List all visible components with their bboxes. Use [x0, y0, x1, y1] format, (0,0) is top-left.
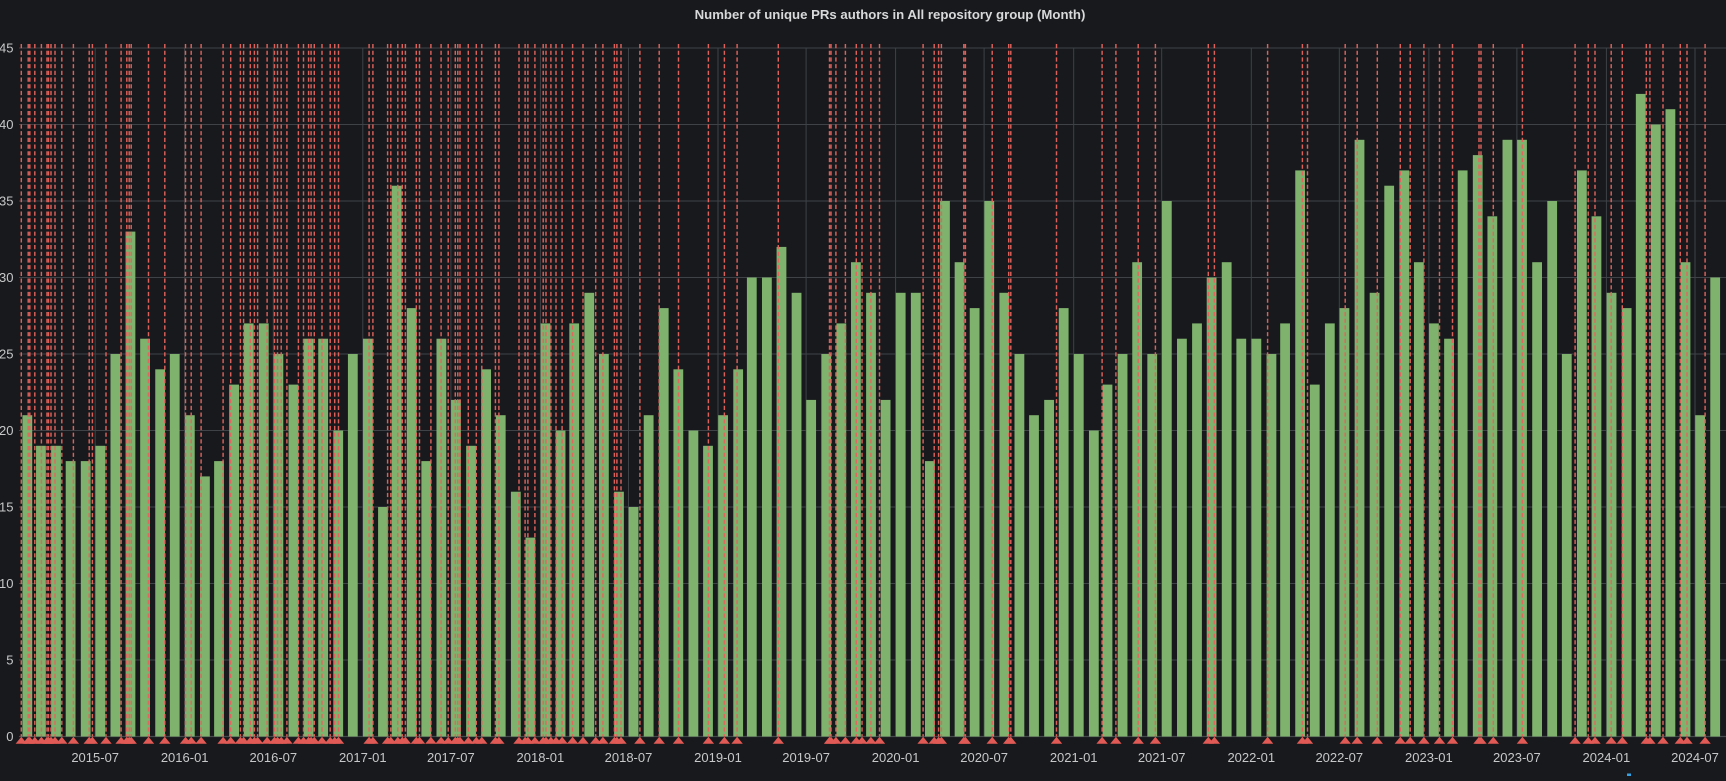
svg-text:20: 20: [0, 423, 14, 438]
svg-text:35: 35: [0, 194, 14, 209]
svg-text:2018-07: 2018-07: [605, 750, 653, 765]
svg-text:2015-07: 2015-07: [71, 750, 119, 765]
svg-text:2017-01: 2017-01: [339, 750, 387, 765]
svg-text:2019-01: 2019-01: [694, 750, 742, 765]
svg-text:30: 30: [0, 270, 14, 285]
svg-text:5: 5: [6, 653, 13, 668]
svg-text:2022-07: 2022-07: [1315, 750, 1363, 765]
svg-text:2016-01: 2016-01: [161, 750, 209, 765]
svg-text:15: 15: [0, 500, 14, 515]
svg-text:2022-01: 2022-01: [1227, 750, 1275, 765]
svg-text:10: 10: [0, 576, 14, 591]
svg-text:2024-01: 2024-01: [1583, 750, 1631, 765]
svg-text:2023-07: 2023-07: [1493, 750, 1541, 765]
svg-text:2016-07: 2016-07: [249, 750, 297, 765]
svg-text:2019-07: 2019-07: [782, 750, 830, 765]
svg-text:2021-07: 2021-07: [1138, 750, 1186, 765]
svg-text:2020-07: 2020-07: [960, 750, 1008, 765]
svg-text:45: 45: [0, 41, 14, 56]
svg-text:2018-01: 2018-01: [517, 750, 565, 765]
svg-text:25: 25: [0, 347, 14, 362]
svg-text:2020-01: 2020-01: [872, 750, 920, 765]
svg-text:2017-07: 2017-07: [427, 750, 475, 765]
svg-text:0: 0: [6, 729, 13, 744]
svg-text:40: 40: [0, 117, 14, 132]
svg-text:2023-01: 2023-01: [1405, 750, 1453, 765]
svg-text:2024-07: 2024-07: [1671, 750, 1719, 765]
svg-text:Number of unique PRs authors i: Number of unique PRs authors in All repo…: [695, 7, 1086, 22]
svg-text:2021-01: 2021-01: [1050, 750, 1098, 765]
